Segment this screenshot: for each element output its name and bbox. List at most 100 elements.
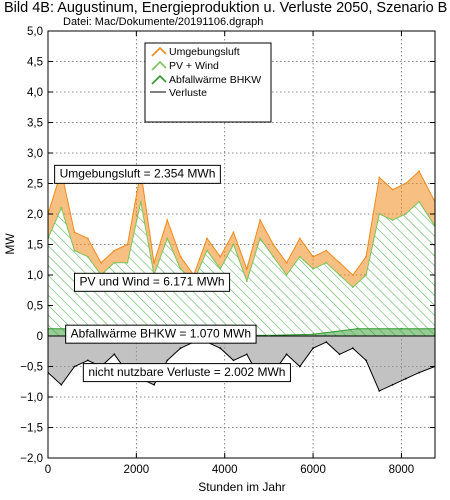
data-point bbox=[206, 237, 208, 240]
data-point bbox=[73, 365, 76, 368]
legend-label-verluste: Verluste bbox=[169, 87, 207, 99]
annotation-box bbox=[82, 363, 291, 383]
annotation: PV und Wind = 6.171 MWh bbox=[74, 272, 231, 292]
data-point bbox=[418, 200, 420, 203]
data-point bbox=[338, 274, 341, 276]
data-point bbox=[418, 170, 420, 173]
data-point bbox=[338, 353, 341, 356]
y-tick-label: −1,5 bbox=[20, 423, 43, 435]
legend-box bbox=[144, 42, 272, 123]
data-point bbox=[166, 219, 169, 222]
data-point bbox=[365, 274, 367, 276]
data-point bbox=[259, 237, 261, 240]
data-point bbox=[153, 261, 155, 264]
data-point bbox=[285, 274, 288, 276]
data-point bbox=[378, 176, 381, 179]
data-point bbox=[391, 383, 394, 386]
data-point bbox=[404, 213, 407, 215]
y-axis-label: MW bbox=[3, 233, 17, 255]
ticks: −2,0 −1,5 −1,0 −0,5 0 0,5 1,0 1,5 2,0 2,5 3,0 3,5 4,… bbox=[20, 26, 435, 476]
data-point bbox=[245, 280, 248, 282]
data-point bbox=[179, 347, 182, 350]
x-tick-label: 6000 bbox=[300, 464, 326, 476]
data-point bbox=[351, 286, 354, 289]
annotation: Abfallwärme BHKW = 1.070 MWh bbox=[65, 324, 257, 344]
data-point bbox=[219, 268, 222, 270]
data-point bbox=[179, 268, 182, 270]
data-point bbox=[268, 334, 270, 337]
data-point bbox=[404, 377, 407, 380]
legend-swatch-pv-wind bbox=[151, 60, 167, 71]
data-point bbox=[219, 347, 222, 350]
data-point bbox=[206, 249, 208, 252]
data-point bbox=[298, 237, 301, 240]
data-point bbox=[418, 371, 420, 374]
annotation-box bbox=[65, 324, 257, 344]
annotation-text: PV und Wind = 6.171 MWh bbox=[80, 274, 225, 288]
data-point bbox=[351, 274, 354, 276]
y-tick-label: −1,0 bbox=[20, 392, 43, 404]
y-tick-label: 1,0 bbox=[27, 270, 43, 282]
data-point bbox=[298, 255, 301, 258]
y-tick-label: 3,5 bbox=[27, 118, 43, 130]
chart-subtitle: Datei: Mac/Dokumente/20191106.dgraph bbox=[63, 16, 264, 28]
data-point bbox=[312, 347, 314, 350]
legend-item-bhkw: Abfallwärme BHKW bbox=[151, 74, 261, 86]
data-point bbox=[356, 327, 359, 330]
y-tick-label: 4,0 bbox=[27, 87, 43, 99]
data-point bbox=[166, 237, 169, 240]
legend-item-pv-wind: PV + Wind bbox=[151, 60, 219, 72]
data-point bbox=[113, 261, 116, 264]
data-point bbox=[245, 353, 248, 356]
y-tick-label: 2,5 bbox=[27, 179, 43, 191]
data-point bbox=[232, 359, 235, 362]
legend-item-verluste: Verluste bbox=[150, 87, 207, 99]
annotations: Umgebungsluft = 2.354 MWh PV und Wind = 6… bbox=[54, 164, 291, 383]
data-point bbox=[113, 249, 116, 252]
annotation: Umgebungsluft = 2.354 MWh bbox=[54, 164, 221, 184]
data-point bbox=[272, 243, 275, 246]
data-point bbox=[391, 188, 394, 191]
legend-label-pv-wind: PV + Wind bbox=[169, 60, 219, 72]
data-point bbox=[245, 268, 248, 270]
data-point bbox=[73, 231, 76, 234]
data-point bbox=[325, 261, 328, 264]
annotation-box bbox=[74, 272, 231, 292]
data-point bbox=[272, 255, 275, 258]
annotation-text: nicht nutzbare Verluste = 2.002 MWh bbox=[88, 365, 285, 379]
data-point bbox=[378, 213, 381, 215]
y-tick-label: −2,0 bbox=[20, 453, 43, 465]
x-tick-label: 4000 bbox=[212, 464, 238, 476]
chart-title: Bild 4B: Augustinum, Energieproduktion u… bbox=[4, 0, 448, 16]
data-point bbox=[312, 333, 314, 336]
legend-label-umgebungsluft: Umgebungsluft bbox=[169, 46, 240, 58]
data-point bbox=[404, 182, 407, 185]
data-point bbox=[86, 255, 89, 258]
y-tick-label: 0 bbox=[37, 331, 43, 343]
annotation-text: Umgebungsluft = 2.354 MWh bbox=[60, 167, 216, 181]
data-point bbox=[400, 327, 403, 330]
data-point bbox=[60, 207, 63, 209]
x-axis-label: Stunden im Jahr bbox=[198, 480, 285, 494]
data-point bbox=[86, 359, 89, 362]
annotation-text: Abfallwärme BHKW = 1.070 MWh bbox=[71, 326, 251, 340]
legend-item-umgebungsluft: Umgebungsluft bbox=[151, 46, 240, 58]
data-point bbox=[232, 243, 235, 246]
data-point bbox=[325, 341, 328, 343]
data-point bbox=[139, 200, 142, 203]
data-point bbox=[179, 255, 182, 258]
data-point bbox=[259, 219, 261, 222]
data-point bbox=[391, 219, 394, 222]
legend: Umgebungsluft PV + Wind Abfallwärme BHKW… bbox=[144, 42, 272, 123]
x-tick-label: 8000 bbox=[389, 464, 415, 476]
data-point bbox=[351, 347, 354, 350]
y-tick-label: 0,5 bbox=[27, 301, 43, 313]
data-point bbox=[285, 353, 288, 356]
data-point bbox=[378, 390, 381, 392]
x-tick-label: 2000 bbox=[124, 464, 150, 476]
data-point bbox=[219, 255, 222, 258]
data-point bbox=[113, 353, 116, 356]
data-point bbox=[166, 359, 169, 362]
legend-label-bhkw: Abfallwärme BHKW bbox=[169, 74, 261, 86]
